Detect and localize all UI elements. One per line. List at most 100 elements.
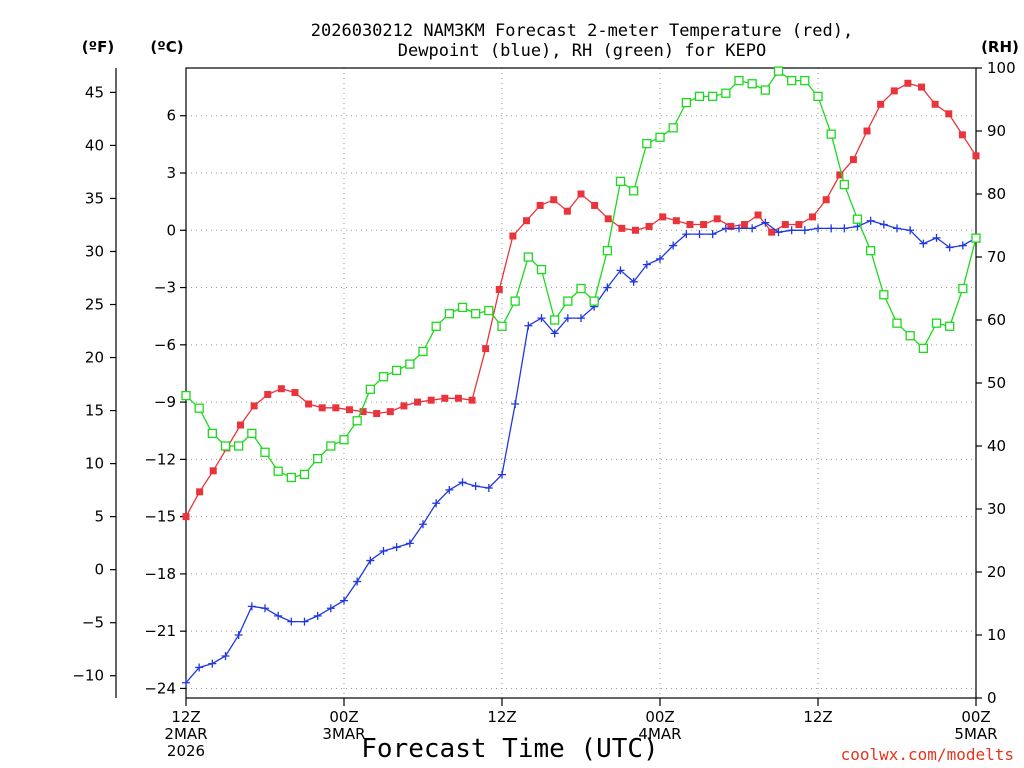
dewpoint-point: [366, 556, 375, 565]
rh-point: [866, 246, 876, 256]
temperature-point: [727, 222, 735, 230]
rh-point: [602, 246, 612, 256]
temperature-point: [809, 213, 817, 221]
dewpoint-point: [814, 224, 822, 233]
temperature-point: [345, 406, 353, 414]
dewpoint-point: [669, 241, 678, 250]
rh-point: [839, 179, 849, 190]
fahrenheit-tick-label: 45: [85, 83, 104, 101]
rh-tick-label: 40: [987, 437, 1006, 455]
temperature-point: [305, 400, 313, 408]
fahrenheit-tick-label: 5: [94, 508, 104, 526]
rh-point: [905, 331, 915, 341]
rh-point: [629, 186, 639, 196]
rh-point: [563, 296, 573, 306]
temperature-point: [604, 215, 612, 223]
x-tick-label: 12Z: [803, 708, 832, 726]
dewpoint-point: [656, 254, 664, 263]
fahrenheit-tick-label: −5: [82, 614, 104, 632]
rh-point: [747, 79, 757, 89]
rh-point: [313, 453, 323, 464]
temperature-point: [890, 87, 898, 95]
rh-point: [247, 428, 257, 439]
x-tick-label: 5MAR: [954, 725, 997, 743]
dewpoint-point: [261, 604, 269, 613]
rh-point: [813, 91, 823, 101]
temperature-point: [509, 232, 517, 240]
rh-point: [207, 428, 217, 439]
rh-point: [655, 132, 665, 142]
dewpoint-point: [498, 470, 506, 479]
dewpoint-point: [524, 321, 533, 330]
rh-point: [550, 315, 560, 325]
temperature-point: [877, 100, 885, 108]
x-tick-label: 12Z: [487, 708, 516, 726]
dewpoint-point: [958, 241, 967, 250]
dewpoint-point: [221, 652, 230, 660]
rh-point: [234, 441, 244, 451]
rh-point: [945, 321, 955, 331]
temperature-point: [359, 408, 367, 416]
temperature-point: [264, 390, 272, 398]
rh-point: [931, 318, 942, 328]
dewpoint-point: [800, 226, 809, 235]
fahrenheit-tick-label: 35: [85, 189, 104, 207]
chart-title-line1: 2026030212 NAM3KM Forecast 2-meter Tempe…: [311, 21, 853, 41]
rh-point: [299, 469, 310, 480]
temperature-point: [196, 488, 204, 496]
axes: [110, 67, 982, 706]
temperature-point: [209, 467, 217, 475]
fahrenheit-tick-label: 0: [94, 561, 104, 579]
series-layer: [181, 66, 981, 687]
rh-point: [378, 372, 389, 382]
dewpoint-point: [761, 218, 770, 227]
rh-point: [523, 252, 533, 262]
rh-tick-label: 30: [987, 500, 1006, 518]
dewpoint-point: [234, 631, 243, 639]
rh-point: [497, 321, 507, 331]
dewpoint-point: [879, 220, 888, 229]
temperature-point: [277, 385, 285, 393]
dewpoint-point: [642, 260, 651, 269]
temperature-point: [400, 402, 408, 410]
rh-point: [352, 416, 362, 426]
temperature-point: [332, 404, 340, 412]
dewpoint-point: [906, 226, 915, 235]
rh-point: [958, 283, 968, 294]
dewpoint-point: [419, 520, 427, 529]
rh-point: [773, 66, 784, 76]
rh-point: [194, 403, 204, 413]
x-tick-label: 2MAR: [164, 725, 207, 743]
dewpoint-point: [511, 400, 520, 408]
fahrenheit-tick-label: 40: [85, 136, 104, 154]
rh-point: [971, 233, 981, 243]
temperature-point: [236, 421, 244, 429]
celsius-tick-label: −9: [154, 393, 176, 411]
dewpoint-point: [458, 478, 467, 487]
temperature-point: [386, 408, 394, 416]
temperature-point: [182, 513, 190, 521]
dewpoint-point: [708, 230, 717, 239]
celsius-tick-label: −3: [154, 279, 176, 297]
temperature-point: [454, 394, 462, 402]
temperature-point: [250, 402, 258, 410]
temperature-point: [754, 211, 762, 219]
temperature-point: [795, 221, 803, 229]
fahrenheit-tick-label: 25: [85, 296, 104, 314]
x-tick-label: 00Z: [329, 708, 358, 726]
dewpoint-point: [405, 539, 414, 548]
dewpoint-point: [274, 611, 283, 620]
dewpoint-point: [945, 243, 954, 252]
rh-tick-label: 60: [987, 311, 1006, 329]
temperature-point: [822, 196, 830, 204]
series-line: [185, 70, 977, 479]
dewpoint-point: [932, 233, 941, 242]
rh-point: [918, 343, 928, 354]
dewpoint-point: [392, 543, 401, 552]
rh-unit-label: (RH): [981, 38, 1019, 56]
celsius-tick-label: 3: [166, 164, 176, 182]
temperature-point: [523, 217, 531, 225]
rh-tick-label: 50: [987, 374, 1006, 392]
labels-layer: 2026030212 NAM3KM Forecast 2-meter Tempe…: [72, 21, 1019, 764]
